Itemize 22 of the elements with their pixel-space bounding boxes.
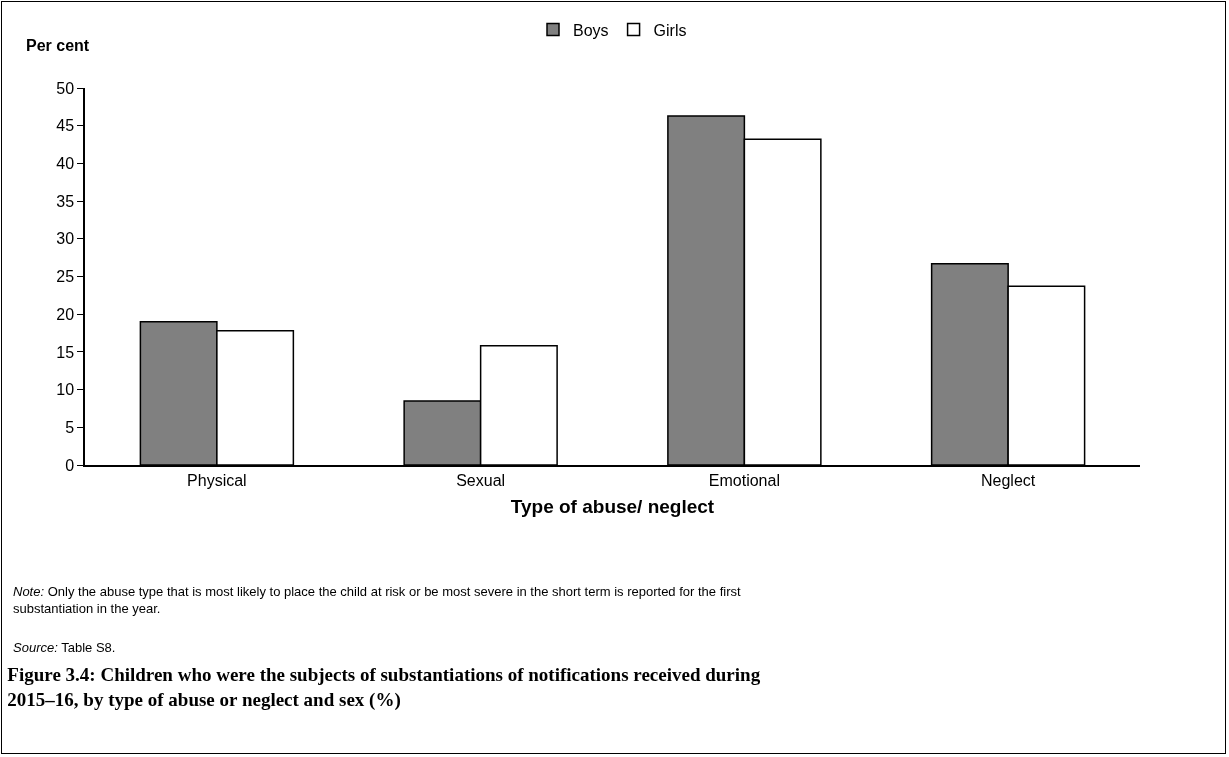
text: Figure 3.4: Children who were the subjects of substantiations of notifications received during 2015–16, by type of abuse or neglect and sex (%) [7,664,761,711]
y-tick-label: 30 [56,230,75,248]
x-tick-label: Neglect [981,471,1036,489]
y-axis-title: Per cent [26,37,90,54]
text: Note: Only the abuse type that is most likely to place the child at risk or be most severe in the short term is reported for the first substantiation in the year. [13,584,741,616]
x-tick-label: Physical [187,471,247,489]
y-tick-label: 50 [56,79,75,97]
y-tick-label: 35 [56,192,75,210]
y-tick-label: 45 [56,117,75,135]
x-tick-label: Emotional [708,471,780,489]
legend-label: Boys [573,21,609,39]
legend-label: Girls [653,21,687,39]
y-tick-label: 15 [56,343,75,361]
x-tick-label: Sexual [456,471,506,489]
x-axis-title: Type of abuse/ neglect [510,496,715,518]
y-tick-label: 10 [56,381,75,399]
y-tick-label: 0 [65,456,75,474]
y-tick-label: 20 [56,305,75,323]
y-tick-label: 25 [56,268,75,286]
y-tick-label: 5 [65,418,75,436]
y-tick-label: 40 [56,155,75,172]
source-note: Source: Table S8. [13,640,116,655]
